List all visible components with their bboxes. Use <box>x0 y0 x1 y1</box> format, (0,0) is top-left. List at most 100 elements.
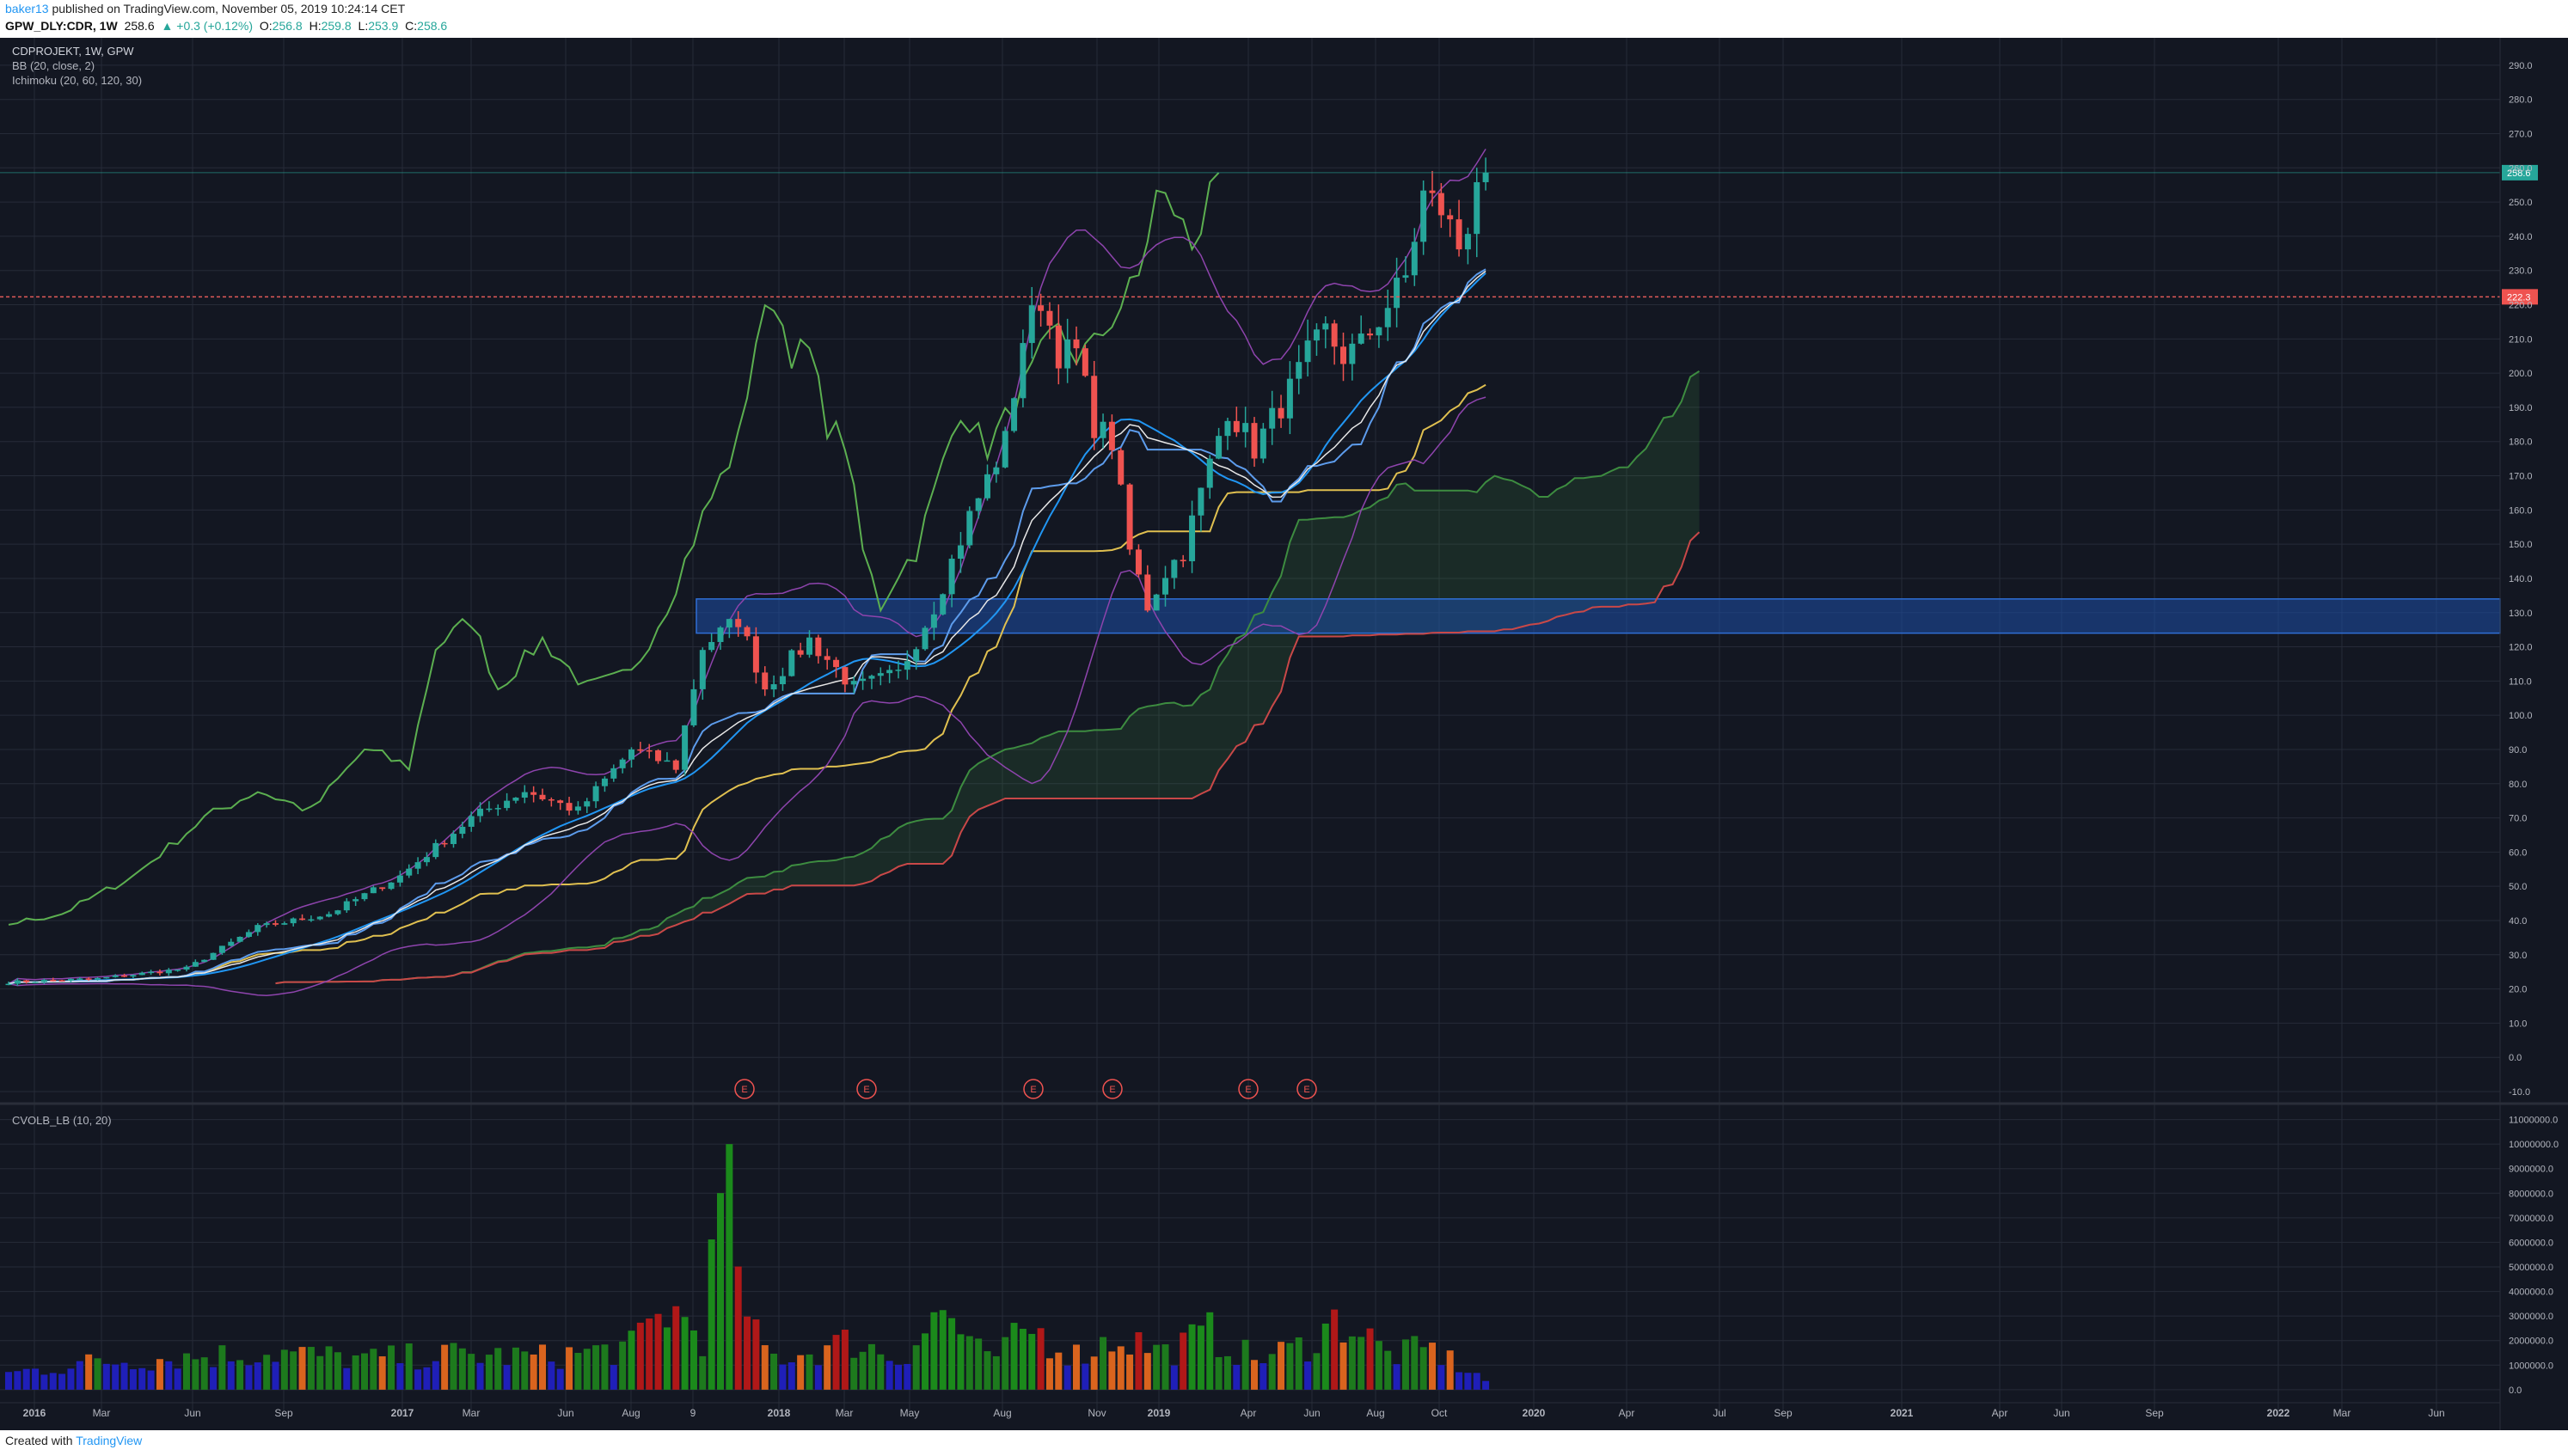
candle-body <box>548 798 555 801</box>
candle-body <box>682 725 689 770</box>
candle-body <box>1011 398 1018 431</box>
volume-bar <box>1339 1342 1347 1390</box>
candle-body <box>504 800 511 809</box>
close-label: C: <box>405 19 418 33</box>
earnings-label: E <box>1303 1085 1309 1095</box>
candle-body <box>584 801 591 807</box>
candle-body <box>95 977 101 980</box>
volume-bar <box>1401 1339 1409 1390</box>
volume-bar <box>316 1355 324 1390</box>
y-tick-label: 50.0 <box>2509 882 2527 892</box>
legend-bb[interactable]: BB (20, close, 2) <box>12 59 95 72</box>
candle-body <box>334 910 341 915</box>
volume-bar <box>1045 1358 1053 1390</box>
candle-body <box>806 637 812 655</box>
volume-bar <box>859 1351 867 1390</box>
y-tick-label: 130.0 <box>2509 609 2533 619</box>
volume-bar <box>361 1353 368 1390</box>
volume-bar <box>1286 1343 1294 1390</box>
volume-bar <box>5 1372 12 1390</box>
candle-body <box>592 786 599 802</box>
cloud-fill <box>275 370 1700 984</box>
x-tick-label: Sep <box>2145 1407 2164 1419</box>
candle-body <box>14 980 21 984</box>
volume-bar <box>298 1347 306 1390</box>
low-label: L: <box>358 19 369 33</box>
last-price-label: 258.6 <box>2507 168 2531 179</box>
candle-body <box>1126 484 1133 550</box>
volume-bar <box>689 1330 697 1390</box>
legend-ichimoku[interactable]: Ichimoku (20, 60, 120, 30) <box>12 74 142 87</box>
volume-bar <box>699 1355 707 1390</box>
volume-bar <box>592 1345 600 1390</box>
volume-bar <box>1233 1364 1241 1390</box>
axes: 290.0 280.0 270.0 260.0 250.0 240.0 230.0 220.0… <box>0 38 2568 1430</box>
candle-body <box>779 676 786 685</box>
candle-body <box>539 794 546 799</box>
volume-bar <box>432 1361 439 1390</box>
volume-bar <box>948 1318 956 1390</box>
volume-bar <box>672 1306 680 1390</box>
volume-bar <box>1313 1353 1321 1390</box>
candle-body <box>192 962 199 967</box>
candle-body <box>1046 310 1053 326</box>
candle-body <box>1358 333 1364 344</box>
candle-body <box>1055 325 1062 369</box>
candle-body <box>566 803 573 811</box>
volume-bar <box>895 1364 902 1390</box>
ohlc-line: GPW_DLY:CDR, 1W 258.6 ▲ +0.3 (+0.12%) O:… <box>5 19 447 33</box>
volume-bar <box>40 1374 48 1390</box>
volume-tick-label: 0.0 <box>2509 1386 2522 1396</box>
candle-body <box>1064 340 1071 369</box>
volume-bar <box>912 1345 920 1390</box>
legend-volume[interactable]: CVOLB_LB (10, 20) <box>12 1114 112 1127</box>
volume-bar <box>681 1317 689 1390</box>
candle-body <box>165 970 172 974</box>
volume-bar <box>1278 1342 1285 1390</box>
candle-body <box>1028 305 1035 344</box>
volume-bar <box>1393 1364 1400 1390</box>
author-link[interactable]: baker13 <box>5 2 49 15</box>
tradingview-link[interactable]: TradingView <box>76 1434 143 1447</box>
candle-body <box>1002 431 1008 468</box>
chart-canvas[interactable]: 222.3 258.6 E E E E E E 290.0 280.0 270.0 260.0 25… <box>0 38 2568 1430</box>
volume-bar <box>183 1353 190 1390</box>
volume-bar <box>210 1367 218 1390</box>
volume-tick-label: 11000000.0 <box>2509 1116 2558 1126</box>
volume-bar <box>752 1319 760 1390</box>
volume-tick-label: 6000000.0 <box>2509 1238 2553 1248</box>
candle-body <box>441 842 448 845</box>
volume-bar <box>646 1318 653 1390</box>
volume-bar <box>1259 1363 1267 1390</box>
volume-bar <box>22 1368 30 1390</box>
candle-body <box>860 678 867 682</box>
volume-tick-label: 9000000.0 <box>2509 1165 2553 1175</box>
ichimoku-span-b <box>275 531 1701 985</box>
y-tick-label: 210.0 <box>2509 334 2533 345</box>
volume-bar <box>841 1330 849 1390</box>
y-tick-label: 250.0 <box>2509 198 2533 208</box>
y-tick-label: 40.0 <box>2509 916 2527 927</box>
candle-body <box>904 661 910 670</box>
volume-bar <box>574 1352 582 1390</box>
candle-body <box>1171 560 1178 578</box>
volume-bar <box>263 1355 271 1390</box>
candle-body <box>664 760 671 762</box>
candle-body <box>77 978 83 980</box>
y-tick-label: 110.0 <box>2509 676 2532 687</box>
x-tick-label: 9 <box>690 1407 696 1419</box>
volume-bar <box>1117 1346 1125 1390</box>
candle-body <box>895 670 902 671</box>
candle-body <box>245 932 252 937</box>
candle-body <box>1206 458 1213 488</box>
ichimoku-span-a <box>275 370 1701 985</box>
volume-bar <box>218 1345 226 1390</box>
volume-bar <box>192 1359 199 1390</box>
volume-bar <box>1348 1336 1356 1390</box>
candle-body <box>32 982 39 984</box>
volume-bar <box>388 1345 395 1390</box>
candle-body <box>414 862 421 869</box>
volume-bar <box>1037 1328 1045 1390</box>
horizontal-line-layer: 222.3 258.6 <box>0 164 2538 305</box>
volume-bar <box>1153 1344 1161 1390</box>
